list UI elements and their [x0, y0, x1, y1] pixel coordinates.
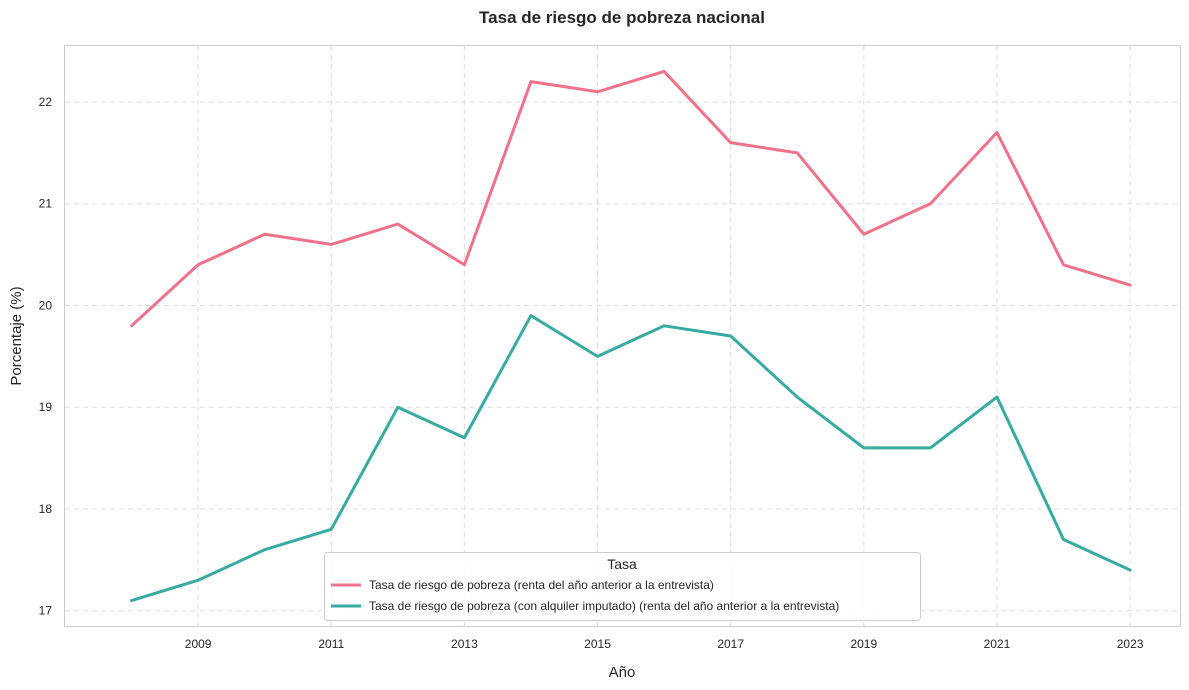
- x-tick-label: 2023: [1117, 637, 1144, 651]
- y-tick-label: 22: [39, 95, 53, 109]
- x-tick-label: 2021: [984, 637, 1011, 651]
- series-lines: [130, 69, 1132, 603]
- x-tick-label: 2009: [185, 637, 212, 651]
- plot-area: [64, 45, 1181, 627]
- x-tick-label: 2011: [318, 637, 344, 651]
- legend-label-series-1: Tasa de riesgo de pobreza (renta del año…: [369, 578, 714, 592]
- y-tick-label: 17: [39, 604, 53, 618]
- chart-title: Tasa de riesgo de pobreza nacional: [479, 8, 765, 27]
- series-line-2: [130, 314, 1132, 603]
- y-tick-label: 18: [39, 502, 53, 516]
- y-tick-label: 21: [39, 197, 53, 211]
- legend-title: Tasa: [607, 556, 637, 572]
- x-tick-label: 2013: [451, 637, 478, 651]
- legend-box: [324, 552, 921, 621]
- legend-label-series-2: Tasa de riesgo de pobreza (con alquiler …: [369, 599, 839, 613]
- legend: Tasa Tasa de riesgo de pobreza (renta de…: [324, 552, 921, 621]
- y-tick-labels: 17 18 19 20 21 22: [39, 95, 53, 618]
- grid: [65, 46, 1180, 626]
- x-tick-label: 2019: [850, 637, 877, 651]
- series-line-1: [130, 69, 1132, 328]
- y-axis-title: Porcentaje (%): [8, 286, 25, 385]
- y-tick-label: 20: [39, 298, 53, 312]
- x-tick-labels: 2009 2011 2013 2015 2017 2019 2021 2023: [185, 637, 1144, 651]
- y-tick-label: 19: [39, 400, 53, 414]
- x-axis-title: Año: [609, 664, 636, 681]
- x-tick-label: 2017: [717, 637, 744, 651]
- x-tick-label: 2015: [584, 637, 611, 651]
